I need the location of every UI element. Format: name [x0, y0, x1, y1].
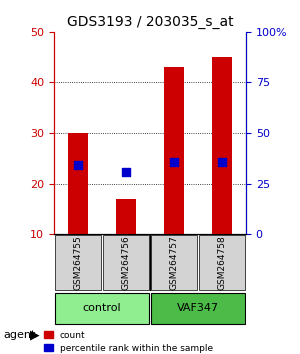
- FancyBboxPatch shape: [55, 235, 101, 290]
- Point: [76, 162, 80, 168]
- Text: GSM264757: GSM264757: [169, 235, 178, 290]
- Legend: count, percentile rank within the sample: count, percentile rank within the sample: [44, 331, 213, 353]
- FancyBboxPatch shape: [103, 235, 149, 290]
- Bar: [68, 133, 88, 234]
- Point: [220, 159, 224, 165]
- FancyBboxPatch shape: [151, 293, 245, 324]
- FancyBboxPatch shape: [199, 235, 245, 290]
- Text: agent: agent: [3, 330, 35, 339]
- Text: VAF347: VAF347: [177, 303, 219, 313]
- Bar: [116, 199, 136, 234]
- Text: ▶: ▶: [30, 328, 40, 341]
- Bar: [212, 57, 232, 234]
- Point: [172, 159, 176, 165]
- Point: [124, 170, 128, 175]
- Text: GSM264756: GSM264756: [122, 235, 130, 290]
- FancyBboxPatch shape: [55, 293, 149, 324]
- Text: control: control: [83, 303, 121, 313]
- Text: GSM264755: GSM264755: [74, 235, 82, 290]
- Text: GSM264758: GSM264758: [218, 235, 226, 290]
- FancyBboxPatch shape: [151, 235, 197, 290]
- Title: GDS3193 / 203035_s_at: GDS3193 / 203035_s_at: [67, 16, 233, 29]
- Bar: [164, 67, 184, 234]
